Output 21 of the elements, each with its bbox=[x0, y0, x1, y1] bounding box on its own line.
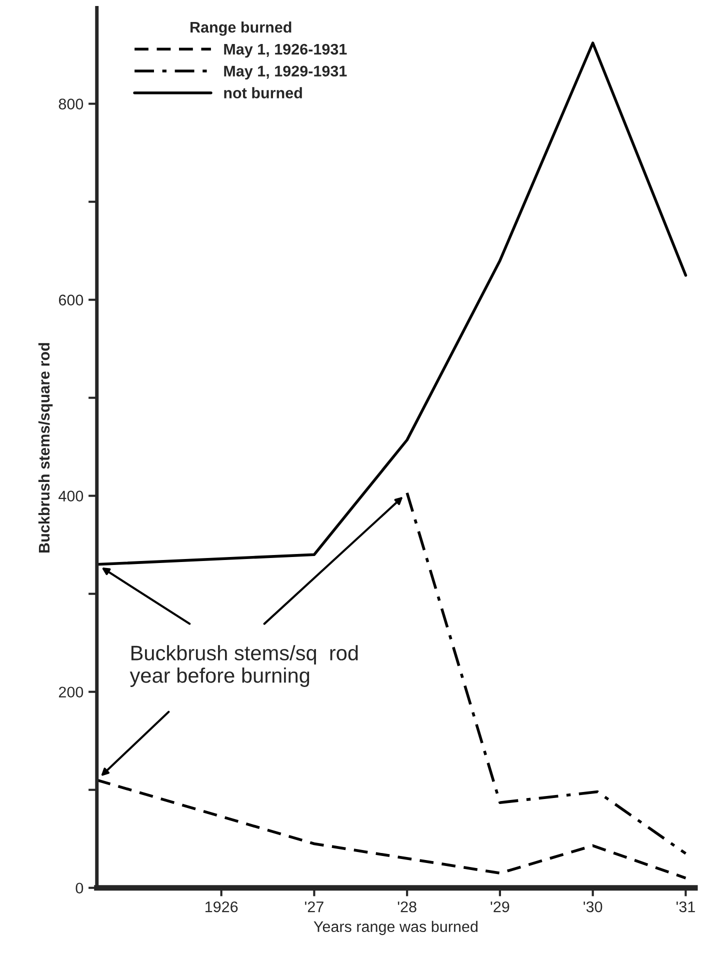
x-tick-label: '28 bbox=[398, 901, 416, 912]
x-axis-title: Years range was burned bbox=[314, 920, 478, 936]
x-tick-label: '27 bbox=[305, 901, 324, 912]
annotation: Buckbrush stems/sq rod year before burning bbox=[130, 645, 358, 687]
y-tick-label: 400 bbox=[58, 490, 84, 502]
x-tick-label: '29 bbox=[490, 901, 510, 912]
legend-title: Range burned bbox=[190, 21, 292, 36]
line-series bbox=[96, 42, 688, 566]
y-axis-title: Buckbrush stems/square rod bbox=[38, 343, 53, 552]
y-tick-label: 800 bbox=[58, 98, 84, 110]
y-tick-label: 600 bbox=[58, 294, 84, 306]
legend-label: not burned bbox=[224, 87, 302, 98]
line-series bbox=[406, 491, 688, 855]
y-tick-label: 200 bbox=[58, 686, 84, 698]
line-series bbox=[96, 778, 688, 880]
legend-label: May 1, 1926-1931 bbox=[224, 44, 347, 58]
x-tick-label: 1926 bbox=[206, 901, 238, 912]
x-tick-label: '31 bbox=[676, 901, 695, 912]
y-tick-label: 0 bbox=[76, 882, 84, 894]
legend-label: May 1, 1929-1931 bbox=[224, 66, 347, 80]
x-tick-label: '30 bbox=[584, 901, 602, 912]
